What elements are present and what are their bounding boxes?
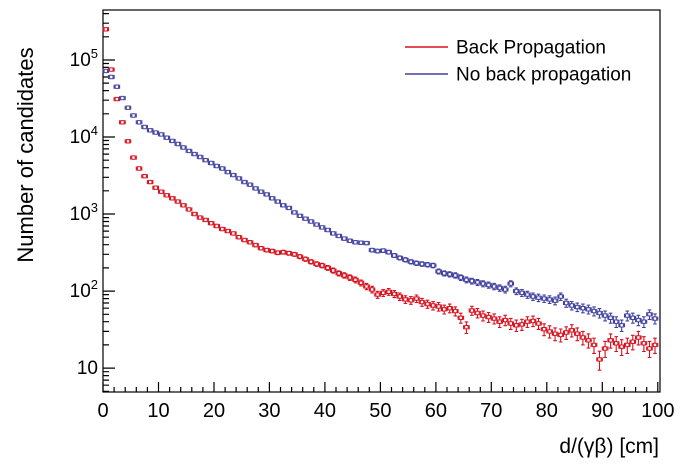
- x-tick-label: 30: [258, 400, 280, 422]
- axis-ticks: [102, 13, 659, 392]
- x-tick-label: 10: [147, 400, 169, 422]
- x-axis-title: d/(γβ) [cm]: [559, 435, 659, 458]
- plot-frame: [102, 9, 661, 393]
- x-tick-label: 50: [369, 400, 391, 422]
- legend-label-back-propagation: Back Propagation: [456, 38, 606, 59]
- x-tick-label: 90: [591, 400, 613, 422]
- x-tick-label: 0: [97, 400, 108, 422]
- series-back-propagation-markers: [103, 27, 658, 362]
- series-no-back-propagation-markers: [103, 68, 658, 328]
- legend: Back Propagation No back propagation: [405, 38, 631, 86]
- y-tick-label: 104: [70, 123, 98, 148]
- y-axis-title: Number of candidates: [13, 47, 38, 262]
- tick-marks: [102, 13, 659, 392]
- y-tick-label: 103: [70, 200, 98, 225]
- x-tick-label: 100: [641, 400, 674, 422]
- axis-tick-labels: 0 10 20 30 40 50 60 70 80 90 100 10 102 103 104 105: [70, 46, 675, 422]
- x-tick-label: 60: [425, 400, 447, 422]
- data-series: [102, 27, 659, 371]
- legend-label-no-back-propagation: No back propagation: [456, 65, 631, 86]
- x-tick-label: 70: [480, 400, 502, 422]
- x-tick-label: 80: [536, 400, 558, 422]
- y-tick-label: 105: [70, 46, 98, 71]
- y-tick-label: 102: [70, 277, 98, 302]
- x-tick-label: 20: [203, 400, 225, 422]
- y-tick-label: 10: [77, 358, 98, 379]
- x-tick-label: 40: [314, 400, 336, 422]
